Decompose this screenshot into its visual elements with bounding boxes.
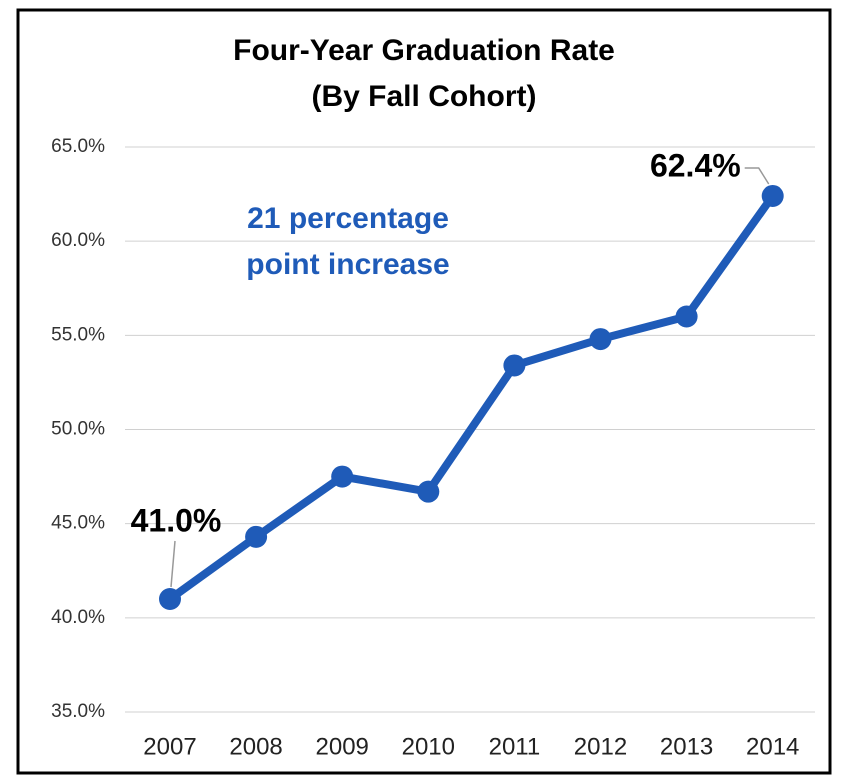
x-tick-label: 2009	[316, 733, 369, 760]
y-tick-label: 35.0%	[51, 701, 105, 722]
y-tick-label: 45.0%	[51, 513, 105, 534]
leader-line	[744, 167, 770, 185]
chart-frame	[16, 8, 832, 775]
x-tick-label: 2011	[489, 733, 541, 760]
chart-subtitle: (By Fall Cohort)	[312, 80, 537, 113]
data-label: 62.4%	[650, 147, 741, 183]
x-tick-label: 2012	[574, 733, 627, 760]
y-tick-label: 65.0%	[51, 136, 105, 157]
marker	[761, 184, 784, 207]
y-tick-label: 40.0%	[51, 607, 105, 628]
x-tick-label: 2008	[229, 733, 282, 760]
marker	[503, 354, 526, 377]
marker	[331, 465, 354, 488]
annotation: point increase	[246, 248, 449, 281]
leader-line	[170, 540, 176, 588]
y-tick-label: 60.0%	[51, 230, 105, 251]
line	[167, 193, 776, 603]
chart-title: Four-Year Graduation Rate	[233, 34, 615, 67]
annotation: 21 percentage	[247, 202, 449, 235]
y-tick-label: 55.0%	[51, 324, 105, 345]
marker	[589, 328, 612, 351]
marker	[417, 480, 440, 503]
x-tick-label: 2007	[143, 733, 196, 760]
marker	[675, 305, 698, 328]
marker	[159, 588, 181, 610]
x-tick-label: 2013	[660, 733, 713, 760]
y-tick-label: 50.0%	[51, 419, 105, 440]
x-tick-label: 2010	[402, 733, 455, 760]
data-label: 41.0%	[131, 502, 222, 538]
marker	[245, 525, 268, 548]
x-tick-label: 2014	[746, 733, 799, 760]
